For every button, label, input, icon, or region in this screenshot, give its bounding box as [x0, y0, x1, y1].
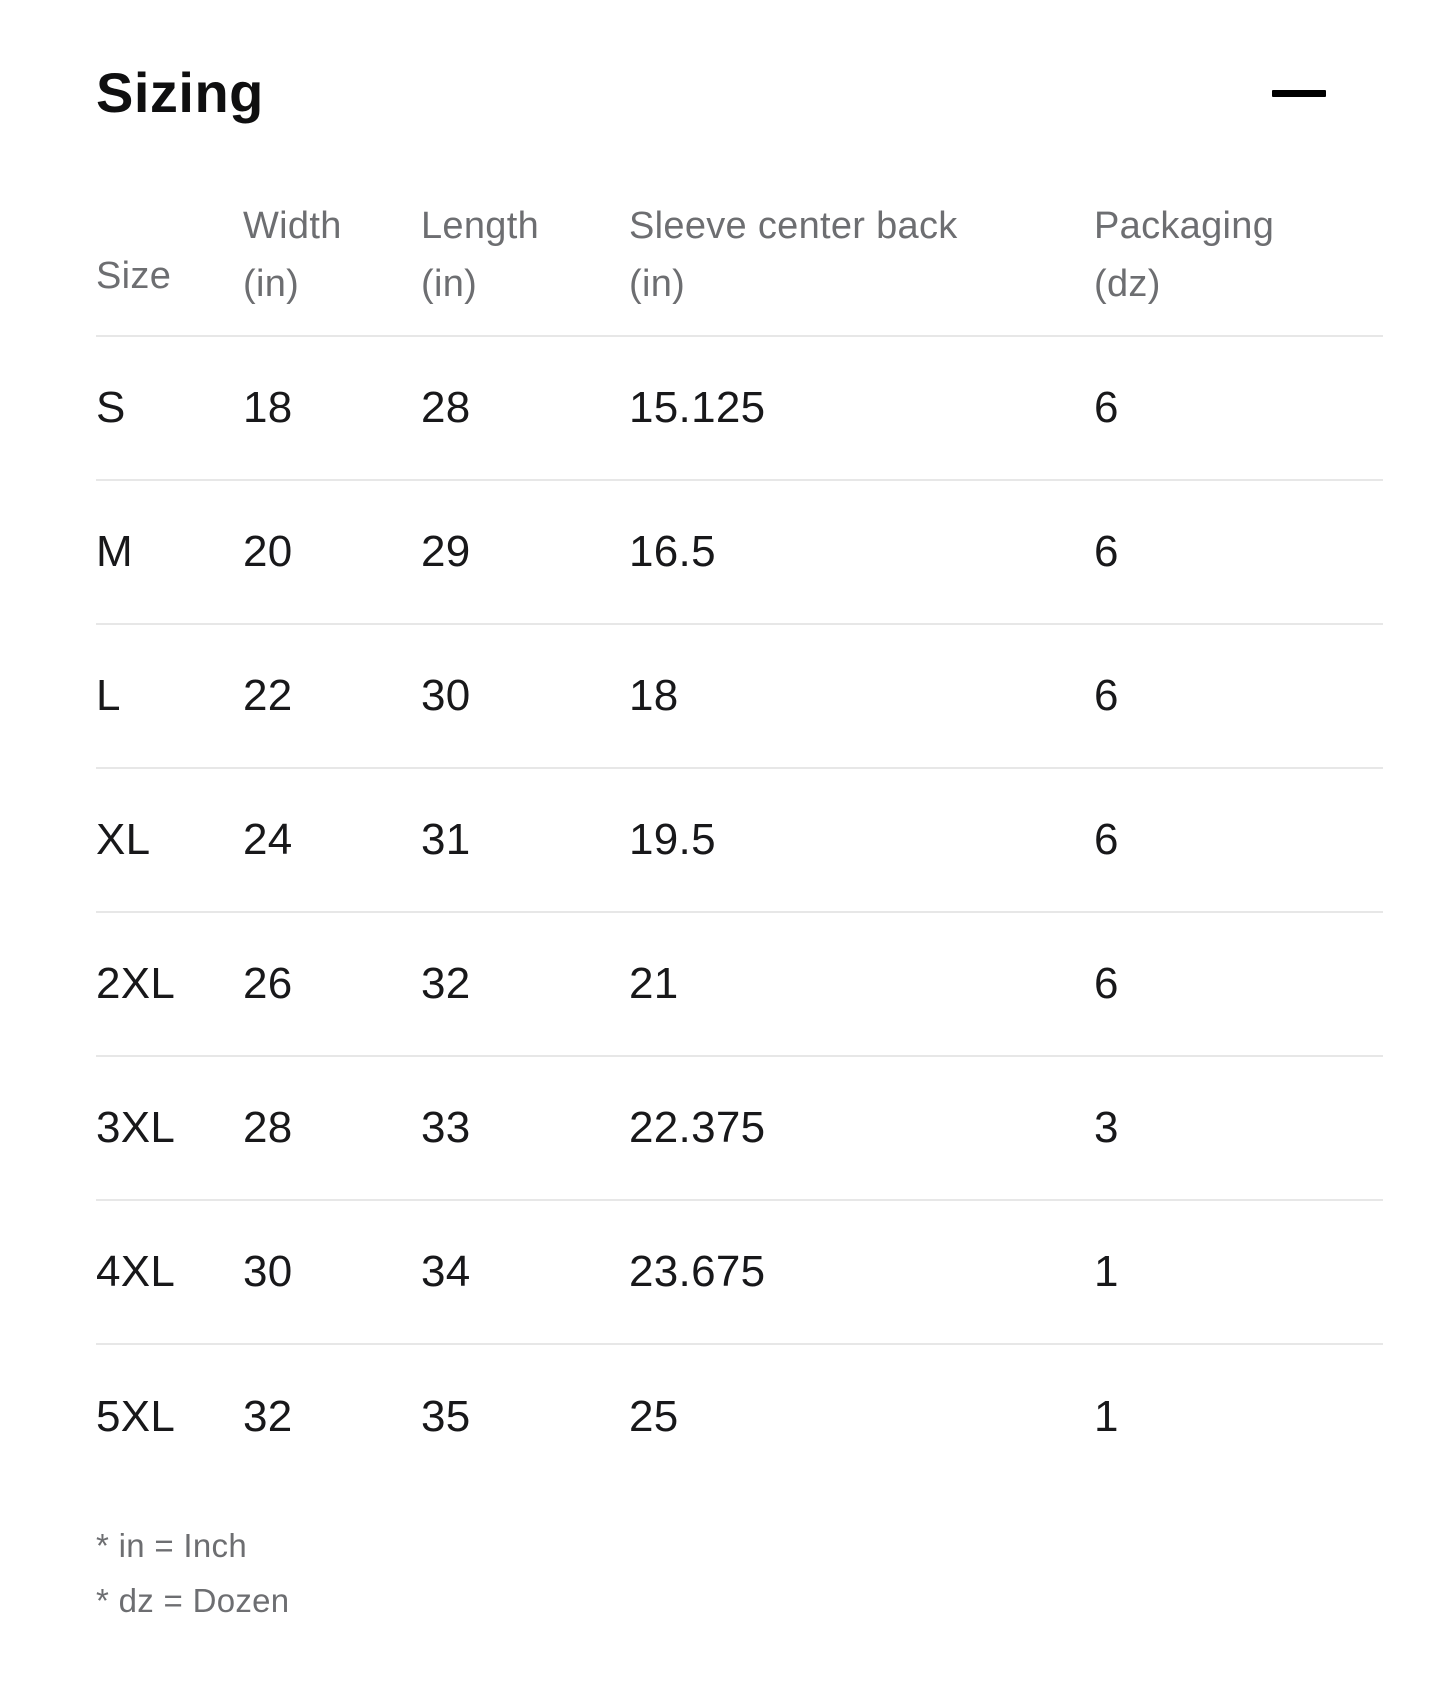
column-unit: (in) — [629, 262, 686, 305]
cell-packaging: 3 — [1094, 1103, 1119, 1152]
cell-size: S — [96, 383, 126, 432]
cell-width: 24 — [243, 815, 293, 864]
cell-size: 3XL — [96, 1103, 176, 1152]
column-header-packaging: Packaging (dz) — [1094, 176, 1383, 336]
cell-width: 22 — [243, 671, 293, 720]
cell-length: 34 — [421, 1247, 471, 1296]
column-header-length: Length (in) — [421, 176, 629, 336]
cell-sleeve: 19.5 — [629, 815, 716, 864]
cell-packaging: 6 — [1094, 383, 1119, 432]
cell-size: 4XL — [96, 1247, 176, 1296]
minus-icon — [1272, 89, 1326, 97]
table-row: XL 24 31 19.5 6 — [96, 768, 1383, 912]
table-row: 4XL 30 34 23.675 1 — [96, 1200, 1383, 1344]
cell-width: 20 — [243, 527, 293, 576]
cell-sleeve: 18 — [629, 671, 679, 720]
cell-length: 28 — [421, 383, 471, 432]
column-label: Length — [421, 204, 540, 247]
cell-width: 18 — [243, 383, 293, 432]
table-row: M 20 29 16.5 6 — [96, 480, 1383, 624]
cell-size: 2XL — [96, 959, 176, 1008]
cell-length: 30 — [421, 671, 471, 720]
column-header-size: Size — [96, 176, 243, 336]
cell-width: 28 — [243, 1103, 293, 1152]
cell-sleeve: 23.675 — [629, 1247, 766, 1296]
column-unit: (dz) — [1094, 262, 1161, 305]
cell-packaging: 1 — [1094, 1247, 1119, 1296]
cell-width: 32 — [243, 1391, 293, 1441]
cell-packaging: 6 — [1094, 671, 1119, 720]
table-row: L 22 30 18 6 — [96, 624, 1383, 768]
sizing-table: Size Width (in) Length (in) Sleeve cente… — [96, 176, 1383, 1488]
cell-sleeve: 22.375 — [629, 1103, 766, 1152]
table-header-row: Size Width (in) Length (in) Sleeve cente… — [96, 176, 1383, 336]
footnote-inch: * in = Inch — [96, 1527, 247, 1564]
column-label: Packaging — [1094, 204, 1275, 247]
column-label: Size — [96, 254, 172, 297]
cell-packaging: 6 — [1094, 815, 1119, 864]
cell-length: 29 — [421, 527, 471, 576]
cell-sleeve: 15.125 — [629, 383, 766, 432]
cell-packaging: 6 — [1094, 527, 1119, 576]
cell-size: L — [96, 671, 121, 720]
table-row: S 18 28 15.125 6 — [96, 336, 1383, 480]
column-header-width: Width (in) — [243, 176, 421, 336]
column-label: Sleeve center back — [629, 204, 958, 247]
column-label: Width — [243, 204, 342, 247]
table-row: 5XL 32 35 25 1 — [96, 1344, 1383, 1488]
column-header-sleeve-center-back: Sleeve center back (in) — [629, 176, 1094, 336]
cell-packaging: 1 — [1094, 1391, 1119, 1441]
cell-size: M — [96, 527, 133, 576]
cell-length: 31 — [421, 815, 471, 864]
collapse-button[interactable] — [1271, 71, 1327, 115]
footnotes: * in = Inch * dz = Dozen — [96, 1518, 1383, 1629]
cell-sleeve: 16.5 — [629, 527, 716, 576]
column-unit: (in) — [421, 262, 478, 305]
section-title: Sizing — [96, 61, 264, 124]
cell-length: 32 — [421, 959, 471, 1008]
column-unit: (in) — [243, 262, 300, 305]
cell-width: 30 — [243, 1247, 293, 1296]
cell-packaging: 6 — [1094, 959, 1119, 1008]
cell-sleeve: 25 — [629, 1391, 679, 1441]
table-row: 3XL 28 33 22.375 3 — [96, 1056, 1383, 1200]
cell-size: XL — [96, 815, 151, 864]
cell-size: 5XL — [96, 1391, 176, 1441]
footnote-dozen: * dz = Dozen — [96, 1582, 290, 1620]
cell-width: 26 — [243, 959, 293, 1008]
cell-length: 35 — [421, 1391, 471, 1441]
table-row: 2XL 26 32 21 6 — [96, 912, 1383, 1056]
section-header: Sizing — [96, 58, 1383, 128]
cell-sleeve: 21 — [629, 959, 679, 1008]
cell-length: 33 — [421, 1103, 471, 1152]
